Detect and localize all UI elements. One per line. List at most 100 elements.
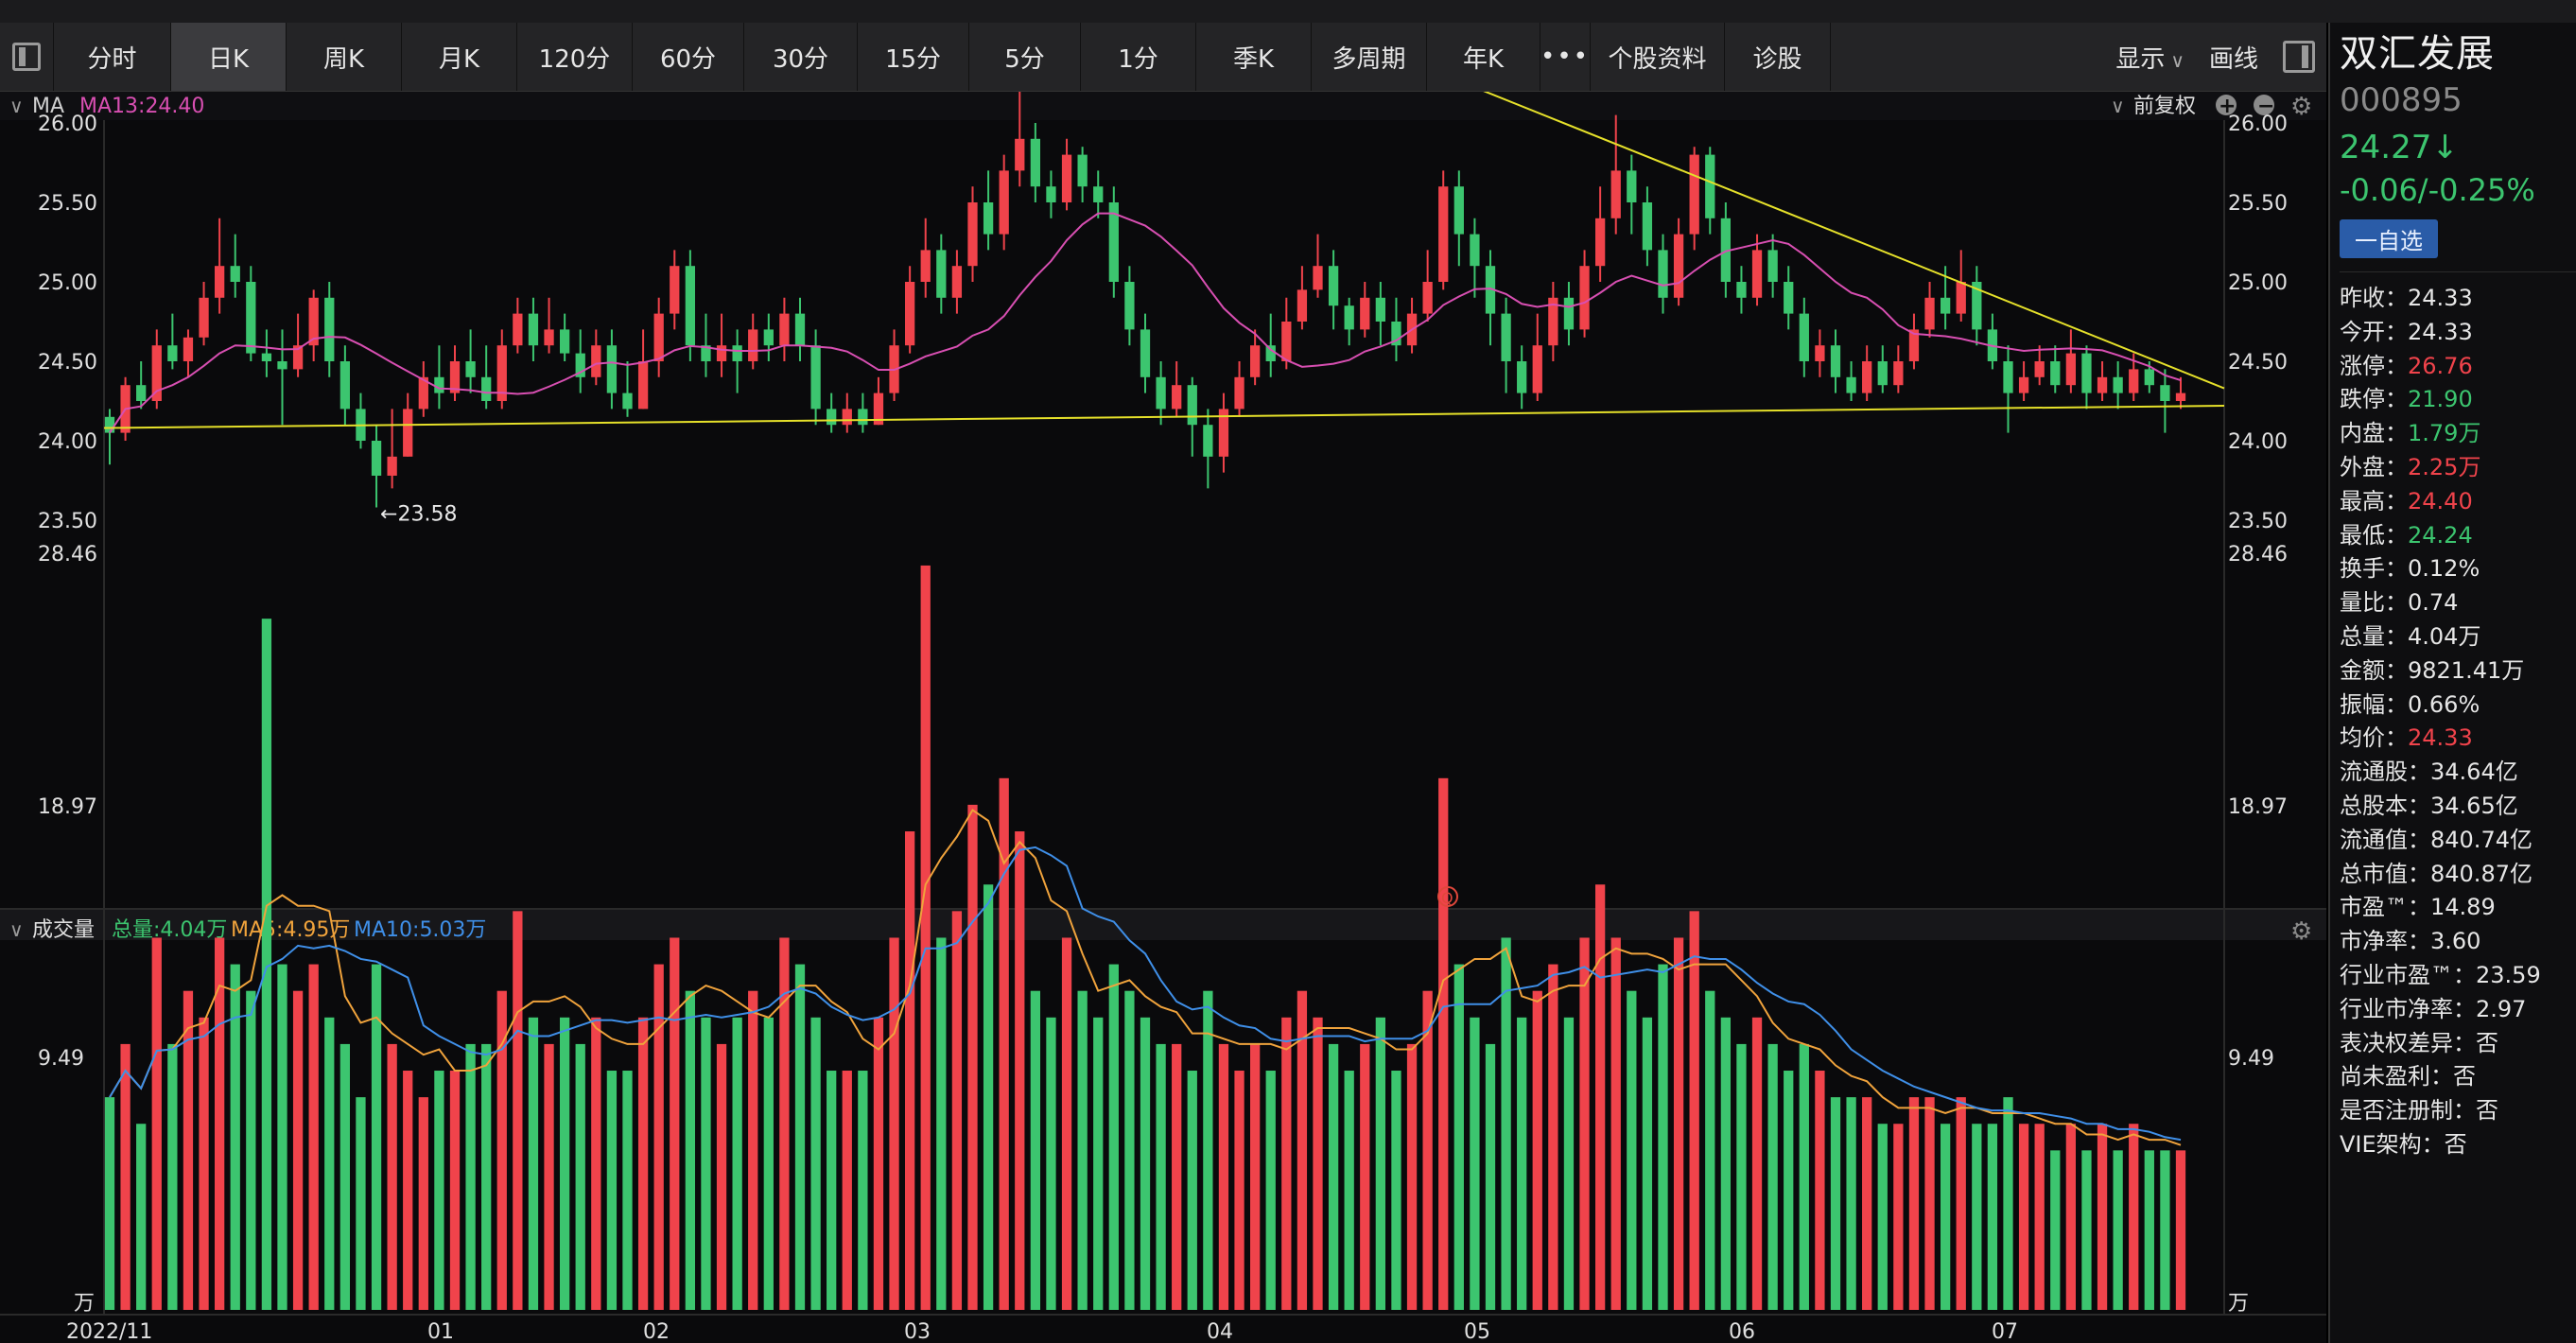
- volume-bar: [2175, 1150, 2186, 1310]
- tab-12[interactable]: 年K: [1427, 23, 1540, 91]
- draw-line-button[interactable]: 画线: [2208, 44, 2258, 74]
- volume-bar: [1972, 1124, 1982, 1310]
- tab-4[interactable]: 120分: [517, 23, 633, 91]
- add-watchlist-button[interactable]: 一自选: [2340, 219, 2438, 258]
- volume-bar: [292, 990, 304, 1310]
- candle-body: [1249, 345, 1261, 377]
- info-value: 否: [2453, 1063, 2476, 1090]
- tab-0[interactable]: 分时: [54, 23, 171, 91]
- candle-body: [1594, 218, 1606, 267]
- volume-ma10-line: [109, 846, 2182, 1142]
- price-tick-right: 25.50: [2228, 192, 2288, 216]
- volume-bar: [1815, 1071, 1825, 1310]
- volume-bar: [1218, 1043, 1229, 1310]
- candle-body: [2034, 361, 2045, 377]
- volume-bar: [1594, 884, 1606, 1310]
- tab-10[interactable]: 季K: [1196, 23, 1312, 91]
- volume-bar: [1767, 1043, 1778, 1310]
- panel-toggle-icon: [12, 43, 41, 71]
- volume-bar: [1830, 1097, 1841, 1310]
- info-value: 否: [2444, 1130, 2467, 1158]
- volume-bar: [1799, 1043, 1809, 1310]
- candle-body: [936, 250, 947, 298]
- volume-bar: [1877, 1124, 1888, 1310]
- volume-bar: [120, 1043, 131, 1310]
- volume-bar: [1517, 1017, 1527, 1310]
- tab-3[interactable]: 月K: [402, 23, 517, 91]
- volume-bar: [858, 1071, 868, 1310]
- candle-body: [951, 266, 963, 298]
- volume-tick-right: 9.49: [2228, 1047, 2274, 1071]
- candle-body: [449, 361, 461, 393]
- candle-body: [496, 345, 507, 401]
- candle-body: [1642, 202, 1653, 251]
- extra-tab-1[interactable]: 诊股: [1725, 23, 1831, 91]
- volume-bar: [387, 1043, 397, 1310]
- candle-body: [653, 313, 664, 361]
- more-periods-button[interactable]: •••: [1540, 23, 1591, 91]
- date-label: 01: [427, 1320, 454, 1343]
- volume-bar: [1046, 1017, 1056, 1310]
- volume-bar: [1030, 990, 1041, 1310]
- info-label: 是否注册制：: [2340, 1097, 2476, 1125]
- candle-body: [1517, 361, 1527, 393]
- price-tick-left: 24.00: [38, 430, 97, 454]
- candle-body: [1015, 138, 1025, 171]
- candle-body: [230, 266, 240, 282]
- info-value: 0.74: [2408, 589, 2459, 617]
- kline-chart[interactable]: ∨ MA MA13:24.40 ∨ 前复权 + − ⚙∨ 成交量 总量:4.04万 MA5:4.95…: [0, 92, 2326, 1343]
- toggle-left-panel-button[interactable]: [0, 23, 54, 91]
- volume-bar: [1846, 1097, 1856, 1310]
- info-value: 9821.41万: [2408, 656, 2525, 684]
- tab-11[interactable]: 多周期: [1312, 23, 1427, 91]
- tab-5[interactable]: 60分: [633, 23, 744, 91]
- price-tick-right: 25.00: [2228, 271, 2288, 295]
- volume-bar: [1391, 1071, 1401, 1310]
- zoom-in-glyph: +: [2219, 95, 2236, 118]
- info-label: 流通股：: [2340, 759, 2430, 786]
- volume-bar: [261, 619, 272, 1310]
- candle-body: [591, 345, 601, 377]
- candle-body: [261, 353, 272, 361]
- volume-bar: [1924, 1097, 1935, 1310]
- tab-2[interactable]: 周K: [287, 23, 402, 91]
- tab-7[interactable]: 15分: [858, 23, 969, 91]
- tab-8[interactable]: 5分: [969, 23, 1081, 91]
- volume-bar: [1689, 911, 1699, 1310]
- candle-body: [1375, 297, 1386, 322]
- info-label: 金额：: [2340, 656, 2408, 684]
- candle-body: [1470, 234, 1480, 267]
- volume-bar: [2034, 1124, 2045, 1310]
- info-row: 均价：24.33: [2340, 722, 2576, 756]
- info-label: 均价：: [2340, 724, 2408, 752]
- info-row: 最低：24.24: [2340, 519, 2576, 553]
- info-row: 市盈™：14.89: [2340, 891, 2576, 925]
- display-dropdown[interactable]: 显示 ∨: [2115, 40, 2184, 75]
- info-value: 2.97: [2476, 995, 2527, 1022]
- candle-body: [1485, 266, 1496, 314]
- candle-body: [794, 313, 806, 346]
- candle-body: [701, 345, 711, 361]
- volume-bar: [1705, 990, 1715, 1310]
- info-value: 23.59: [2476, 961, 2541, 988]
- candle-body: [559, 329, 570, 354]
- volume-bar: [1140, 1017, 1151, 1310]
- info-row: 是否注册制：否: [2340, 1094, 2576, 1128]
- volume-bar: [920, 565, 931, 1310]
- candle-body: [2003, 361, 2013, 393]
- date-label: 02: [643, 1320, 670, 1343]
- info-row: 行业市净率：2.97: [2340, 993, 2576, 1027]
- candle-body: [1972, 282, 1982, 330]
- candle-body: [1846, 376, 1856, 393]
- period-toolbar: 分时 日K 周K 月K 120分 60分 30分 15分 5分 1分 季K 多周期 年K ••• 个股资…: [0, 23, 2326, 92]
- info-label: 最低：: [2340, 521, 2408, 549]
- volume-bar: [1908, 1097, 1920, 1310]
- toggle-right-panel-button[interactable]: [2283, 41, 2315, 73]
- price-tick-right: 24.00: [2228, 430, 2288, 454]
- tab-9[interactable]: 1分: [1081, 23, 1196, 91]
- extra-tab-0[interactable]: 个股资料: [1591, 23, 1725, 91]
- volume-bar: [1893, 1124, 1904, 1310]
- resistance-trendline: [1483, 92, 2225, 390]
- tab-6[interactable]: 30分: [744, 23, 858, 91]
- tab-1[interactable]: 日K: [171, 23, 287, 91]
